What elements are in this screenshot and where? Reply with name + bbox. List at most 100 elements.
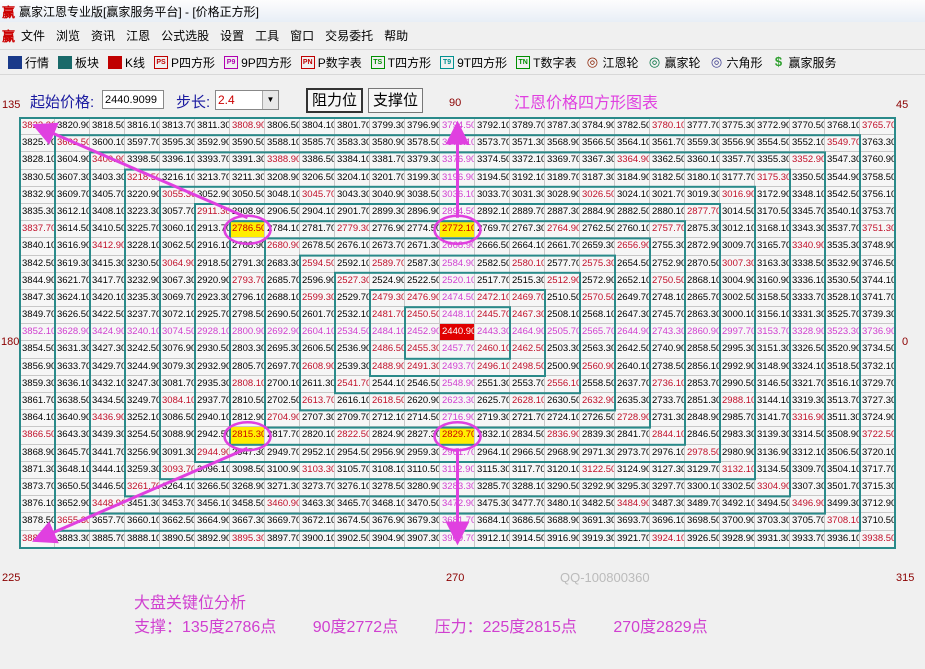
price-cell: 2863.30 [685, 307, 720, 325]
price-cell: 3662.50 [160, 513, 195, 531]
start-price-input[interactable] [102, 90, 164, 109]
toolbar-button[interactable]: T9 9T四方形 [440, 54, 507, 71]
price-cell: 3458.50 [230, 496, 265, 514]
toolbar-button[interactable]: 行情 [8, 54, 49, 71]
price-cell: 2896.90 [405, 203, 440, 222]
menu-item[interactable]: 窗口 [290, 28, 315, 43]
price-cell: 3427.30 [90, 341, 125, 359]
price-cell: 2647.30 [615, 307, 650, 325]
price-cell: 3129.70 [685, 461, 720, 479]
toolbar-button[interactable]: $ 赢家服务 [772, 54, 837, 71]
price-cell: 3724.90 [860, 410, 895, 428]
menu-item[interactable]: 浏览 [56, 28, 81, 43]
price-cell: 3237.70 [125, 307, 160, 325]
toolbar-button[interactable]: PS P四方形 [154, 54, 215, 71]
menu-item[interactable]: 文件 [21, 28, 46, 43]
price-cell: 3777.70 [685, 118, 720, 136]
toolbar-button[interactable]: PN P数字表 [300, 54, 362, 71]
price-cell: 2635.30 [615, 393, 650, 411]
price-cell: 2920.90 [195, 272, 230, 290]
price-cell: 3132.10 [720, 461, 755, 479]
price-cell: 3410.50 [90, 221, 125, 239]
price-cell: 3525.70 [825, 307, 860, 325]
price-cell: 3213.70 [195, 169, 230, 187]
price-cell: 2719.30 [475, 410, 510, 428]
price-cell: 2961.70 [440, 444, 475, 462]
price-cell: 3324.10 [790, 358, 825, 376]
toolbar-button[interactable]: ◎ 赢家轮 [647, 54, 701, 71]
resistance-button[interactable]: 阻力位 [306, 88, 364, 113]
price-cell: 3595.30 [160, 135, 195, 153]
price-cell: 3624.10 [55, 289, 90, 308]
price-cell: 3736.90 [860, 324, 895, 342]
price-cell: 3038.50 [405, 186, 440, 204]
price-cell: 3362.50 [650, 152, 685, 170]
menu-item[interactable]: 江恩 [126, 28, 151, 43]
angle-label-315: 315 [896, 572, 915, 584]
price-cell: 2520.10 [440, 272, 475, 290]
chevron-down-icon[interactable]: ▼ [262, 91, 278, 109]
menu-item[interactable]: 资讯 [91, 28, 116, 43]
price-cell: 3031.30 [510, 186, 545, 204]
price-cell: 2935.30 [195, 375, 230, 393]
menu-item[interactable]: 工具 [255, 28, 280, 43]
menu-item[interactable]: 公式选股 [161, 28, 210, 43]
price-cell: 3580.90 [370, 135, 405, 153]
price-cell: 3357.70 [720, 152, 755, 170]
price-cell: 3556.90 [720, 135, 755, 153]
price-cell: 3765.70 [860, 118, 895, 136]
menu-item[interactable]: 设置 [220, 28, 245, 43]
menu-item[interactable]: 交易委托 [325, 28, 374, 43]
price-cell: 3400.90 [90, 152, 125, 170]
price-cell: 2824.90 [370, 427, 405, 445]
price-cell: 2964.10 [475, 444, 510, 462]
price-cell: 3648.10 [55, 461, 90, 479]
toolbar-button[interactable]: ◎ 六角形 [710, 54, 763, 71]
price-cell: 2976.10 [650, 444, 685, 462]
menu-item[interactable]: 帮助 [384, 28, 409, 43]
price-cell: 2620.90 [405, 393, 440, 411]
price-cell: 2812.90 [230, 410, 265, 428]
step-select[interactable]: 2.4 ▼ [215, 90, 279, 110]
price-cell: 2870.50 [685, 255, 720, 273]
price-cell: 3355.30 [755, 152, 790, 170]
price-cell: 2503.30 [545, 341, 580, 359]
toolbar-label: 赢家轮 [664, 55, 701, 70]
price-cell: 2491.30 [405, 358, 440, 376]
price-cell: 3184.90 [615, 169, 650, 187]
price-cell: 2772.10 [440, 221, 475, 239]
price-cell: 3868.90 [20, 444, 55, 462]
price-cell: 2448.10 [440, 307, 475, 325]
analysis-title: 大盘关键位分析 [134, 595, 247, 612]
toolbar-button[interactable]: 板块 [58, 54, 99, 71]
price-cell: 3892.90 [195, 530, 230, 548]
price-cell: 3468.10 [370, 496, 405, 514]
price-cell: 3619.30 [55, 255, 90, 273]
toolbar-button[interactable]: K线 [108, 54, 145, 71]
price-cell: 3484.90 [615, 496, 650, 514]
price-cell: 3926.50 [685, 530, 720, 548]
price-cell: 2836.90 [545, 427, 580, 445]
price-cell: 3292.90 [580, 478, 615, 497]
price-cell: 3585.70 [300, 135, 335, 153]
price-cell: 3645.70 [55, 444, 90, 462]
toolbar-button[interactable]: TN T数字表 [516, 54, 576, 71]
price-cell: 3890.50 [160, 530, 195, 548]
price-cell: 2568.10 [580, 307, 615, 325]
price-cell: 3352.90 [790, 152, 825, 170]
price-cell: 2623.30 [440, 393, 475, 411]
price-cell: 2460.10 [475, 341, 510, 359]
price-cell: 3825.70 [20, 135, 55, 153]
price-cell: 3139.30 [755, 427, 790, 445]
price-cell: 3093.70 [160, 461, 195, 479]
price-cell: 2445.70 [475, 307, 510, 325]
support-90: 90度2772点 [312, 619, 399, 636]
price-cell: 3110.50 [405, 461, 440, 479]
support-button[interactable]: 支撑位 [368, 88, 424, 113]
price-cell: 2589.70 [370, 255, 405, 273]
price-cell: 3864.10 [20, 410, 55, 428]
toolbar-button[interactable]: TS T四方形 [370, 54, 431, 71]
toolbar-label: 行情 [25, 55, 50, 70]
toolbar-button[interactable]: ◎ 江恩轮 [585, 54, 639, 71]
toolbar-button[interactable]: P9 9P四方形 [224, 54, 292, 71]
